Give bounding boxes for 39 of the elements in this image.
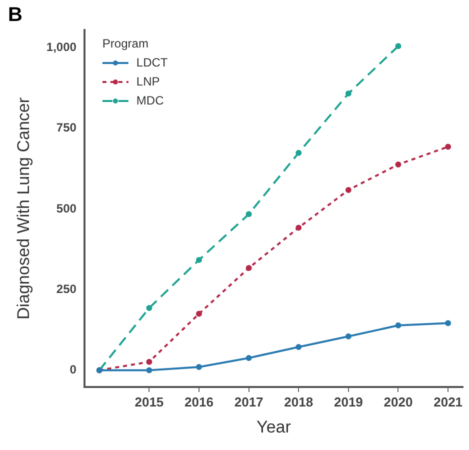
- x-tick-label: 2021: [434, 394, 463, 410]
- point: [146, 367, 152, 374]
- y-tick-label: 1,000: [46, 40, 77, 54]
- point: [246, 354, 252, 361]
- point: [345, 333, 352, 340]
- y-tick-label: 250: [56, 282, 77, 296]
- point: [146, 304, 152, 311]
- point: [445, 320, 452, 326]
- x-tick-label: 2018: [284, 394, 314, 410]
- y-tick-label: 750: [56, 120, 77, 135]
- x-tick-label: 2019: [334, 394, 363, 410]
- point: [296, 224, 302, 231]
- legend-label: MDC: [136, 93, 164, 108]
- point: [345, 90, 352, 97]
- point: [296, 150, 302, 156]
- x-tick-label: 2017: [234, 394, 264, 410]
- point: [146, 358, 152, 365]
- point: [345, 186, 352, 193]
- point: [395, 43, 402, 50]
- point: [395, 322, 402, 328]
- y-axis-title: Diagnosed With Lung Cancer: [14, 97, 33, 320]
- point: [395, 161, 402, 168]
- legend-label: LNP: [136, 74, 160, 88]
- chart-title: B: [8, 4, 22, 27]
- x-tick-label: 2020: [384, 394, 413, 410]
- x-axis-title: Year: [256, 417, 292, 436]
- point: [196, 256, 202, 263]
- point: [445, 144, 452, 150]
- point: [196, 364, 202, 370]
- legend-label: LDCT: [136, 55, 168, 70]
- x-tick-label: 2015: [134, 394, 164, 410]
- x-tick-label: 2016: [184, 394, 214, 410]
- point: [296, 344, 302, 350]
- y-tick-label: 0: [70, 362, 77, 377]
- point: [196, 310, 202, 317]
- legend-title: Program: [102, 36, 148, 50]
- y-tick-label: 500: [56, 201, 77, 216]
- point: [246, 265, 252, 271]
- point: [246, 211, 252, 218]
